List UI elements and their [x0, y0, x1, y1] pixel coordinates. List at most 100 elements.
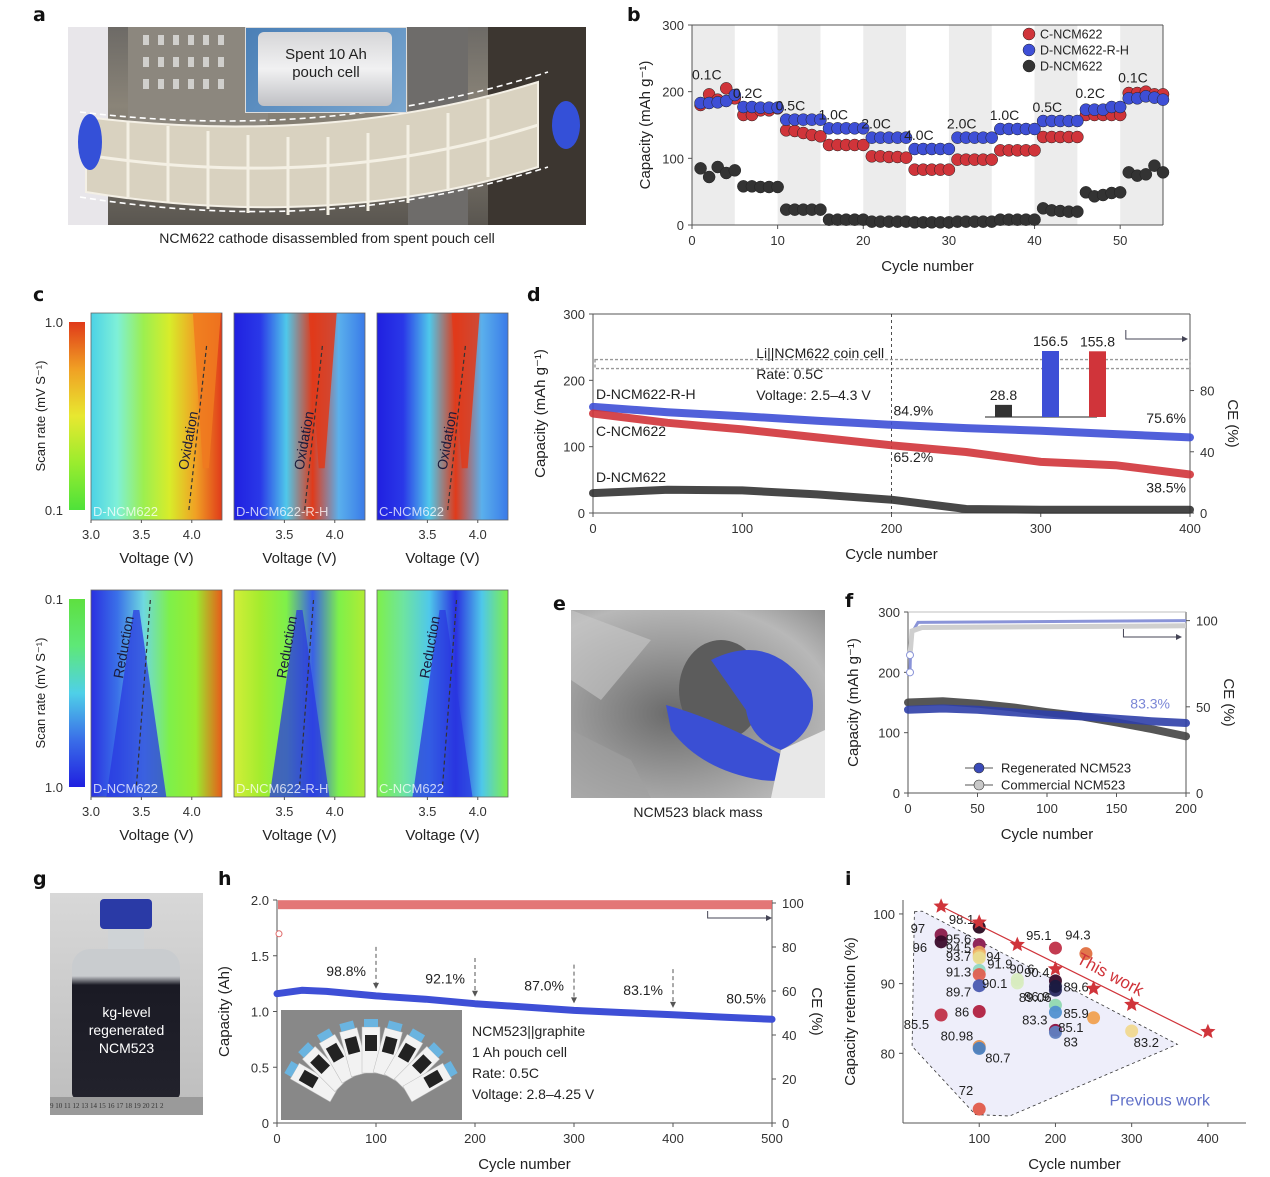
dashed-arrow-head [670, 1001, 676, 1008]
pouch-cell-electrode [381, 1036, 398, 1055]
x-tick-label: 0 [904, 801, 911, 816]
this-work-star [1047, 961, 1064, 976]
bottle-label-line3: NCM523 [98, 1040, 155, 1056]
cathode-photo-illustration [68, 27, 586, 225]
pouch-cell-tab [387, 1020, 403, 1032]
x-tick-label: 50 [970, 801, 984, 816]
y-tick-label: 90 [881, 977, 895, 992]
this-work-trend-line [940, 905, 1203, 1037]
chart-b: 0 100 200 300 0 10 20 30 40 50 Cycle number Capacit… [637, 18, 1170, 275]
bottle-label-line1: kg-level [102, 1004, 151, 1020]
y-tick-label: 300 [563, 307, 585, 322]
sample-name: D-NCM622 [93, 504, 158, 519]
legend-label: C-NCM622 [1040, 28, 1103, 42]
info-line: 1 Ah pouch cell [472, 1044, 567, 1060]
this-work-star [933, 898, 949, 913]
x-tick-label: 400 [662, 1131, 684, 1146]
chart-d: 0 100 200 300 0 40 80 0 100 200 300 400 Cycle number… [532, 307, 1241, 563]
legend-marker [973, 779, 985, 791]
peak-region [106, 610, 167, 797]
colorbar-reduction [69, 599, 85, 787]
x-tick-label: 40 [1027, 233, 1041, 248]
retention-annotation: 84.9% [894, 402, 934, 418]
pouch-cell-electrode [310, 1054, 330, 1074]
this-work-star [1200, 1023, 1216, 1039]
info-line: Voltage: 2.8–4.25 V [472, 1086, 595, 1102]
previous-work-point [972, 1005, 986, 1018]
y2-tick-label: 80 [1200, 384, 1214, 399]
ce-point [275, 930, 283, 938]
pouch-cell-text: Spent 10 Ah pouch cell [246, 46, 406, 82]
y-tick-label: 0 [893, 786, 900, 801]
ce-axis-arrowhead [1182, 336, 1188, 342]
x-tick-label: 4.0 [469, 527, 487, 542]
sample-name: C-NCM622 [379, 504, 444, 519]
ce-axis-arrowhead [1176, 634, 1182, 640]
legend-marker [973, 762, 985, 774]
x-tick-label: 100 [731, 521, 753, 536]
ce-axis-arrow [1125, 330, 1182, 340]
panel-a-label: a [33, 4, 46, 26]
legend-label: Regenerated NCM523 [1001, 761, 1131, 776]
x-axis-label: Cycle number [845, 546, 938, 563]
x-tick-label: 0 [273, 1131, 280, 1146]
heatmap-d-ncm622-r-h-oxidation [233, 312, 366, 521]
data-point [771, 180, 784, 194]
x-tick-label: 4.0 [326, 804, 344, 819]
data-point [1071, 114, 1084, 128]
y-tick-label: 300 [662, 18, 684, 33]
data-point [985, 131, 998, 144]
peak-region [451, 313, 480, 469]
previous-work-label: 83 [1063, 1034, 1077, 1049]
pouch-cell-electrode [397, 1042, 417, 1063]
panel-g-label: g [33, 868, 47, 890]
previous-work-label: 94 [986, 949, 1000, 964]
ce-axis-arrowhead [766, 915, 772, 921]
inset-bar-label: 155.8 [1080, 333, 1115, 349]
x-axis-label: Cycle number [478, 1156, 571, 1173]
previous-work-label: 89.06 [1019, 990, 1052, 1005]
x-tick-label: 3.5 [418, 804, 436, 819]
panel-c-label: c [33, 284, 45, 306]
y2-tick-label: 100 [782, 896, 804, 911]
previous-work-point [1079, 947, 1093, 961]
ce-point [906, 651, 914, 660]
previous-work-label: 98.1 [949, 912, 974, 927]
rate-label: 0.2C [1075, 85, 1105, 101]
y2-tick-label: 100 [1196, 614, 1218, 629]
series-label: D-NCM622-R-H [596, 386, 696, 402]
rate-label: 2.0C [861, 116, 891, 132]
pouch-cell-tab [364, 1019, 378, 1027]
ce-axis-arrow [1122, 629, 1176, 638]
previous-work-point [972, 1102, 986, 1116]
data-point [1028, 144, 1041, 157]
retention-annotation: 38.5% [1146, 479, 1186, 495]
dashed-arrow-head [472, 990, 478, 997]
retention-annotation: 83.1% [623, 982, 663, 998]
retention-annotation: 65.2% [894, 449, 934, 465]
x-tick-label: 400 [1179, 521, 1201, 536]
regenerated-ncm523-bottle-photo: kg-level regenerated NCM523 9 10 11 12 1… [50, 893, 203, 1115]
previous-work-label: 97 [911, 921, 925, 936]
y-axis-label: Capacity (Ah) [216, 966, 233, 1057]
pouch-cell-text-line2: pouch cell [292, 64, 360, 81]
pouch-cell-inset: Spent 10 Ah pouch cell [245, 27, 407, 113]
retention-annotation: 92.1% [425, 971, 465, 987]
pouch-cell-tab [284, 1060, 299, 1078]
y-tick-label: 100 [563, 440, 585, 455]
y-axis-label: Scan rate (mV S⁻¹) [33, 638, 48, 749]
x-tick-label: 150 [1106, 801, 1128, 816]
previous-work-label: 90.1 [982, 976, 1007, 991]
data-point [857, 122, 870, 135]
dashed-arrow-head [571, 997, 577, 1004]
x-tick-label: 3.5 [275, 804, 293, 819]
legend-label: Commercial NCM523 [1001, 778, 1125, 793]
pouch-cell-tab [298, 1042, 314, 1058]
data-point [814, 203, 827, 216]
data-point [1113, 100, 1127, 114]
rate-label: 0.5C [776, 98, 806, 114]
x-tick-label: 30 [942, 233, 956, 248]
data-point [985, 153, 998, 166]
previous-work-label: 91.3 [946, 965, 971, 980]
y-axis-label: Scan rate (mV S⁻¹) [33, 361, 48, 472]
